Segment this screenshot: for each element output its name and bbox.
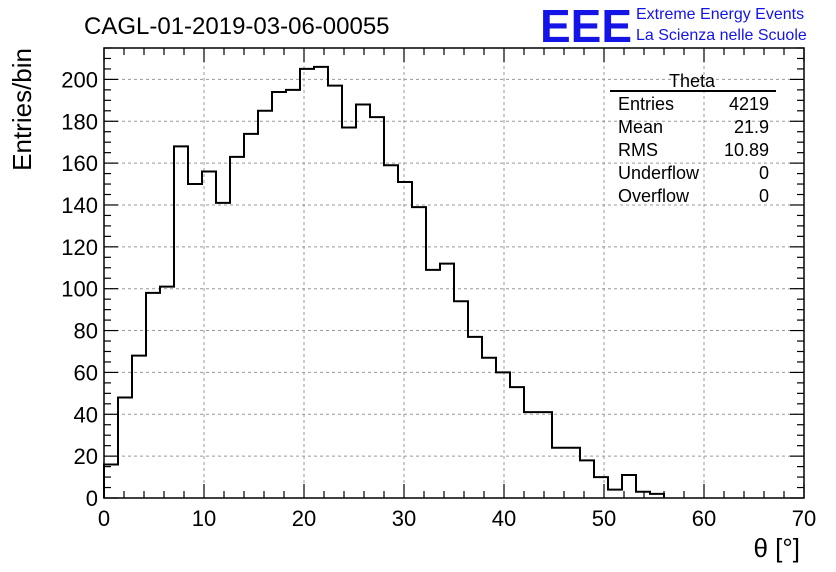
x-tick-label: 30 — [392, 506, 416, 531]
stats-row-label: Mean — [618, 117, 663, 137]
y-tick-label: 140 — [61, 193, 98, 218]
y-axis-title: Entries/bin — [7, 48, 37, 171]
y-tick-label: 80 — [74, 319, 98, 344]
x-tick-labels: 0 10 20 30 40 50 60 70 — [98, 506, 816, 531]
x-tick-label: 70 — [792, 506, 816, 531]
y-tick-label: 0 — [86, 486, 98, 511]
stats-row-value: 21.9 — [734, 117, 769, 137]
eee-logo: EEE Extreme Energy Events La Scienza nel… — [540, 0, 807, 52]
x-tick-label: 20 — [292, 506, 316, 531]
logo-line1: Extreme Energy Events — [636, 6, 804, 23]
stats-row-label: RMS — [618, 140, 658, 160]
y-tick-label: 160 — [61, 151, 98, 176]
plot-frame — [103, 47, 805, 499]
stats-row-value: 10.89 — [724, 140, 769, 160]
y-tick-label: 180 — [61, 109, 98, 134]
y-tick-label: 40 — [74, 402, 98, 427]
x-tick-label: 0 — [98, 506, 110, 531]
stats-box: Theta Entries 4219 Mean 21.9 RMS 10.89 Underfl… — [610, 71, 776, 206]
x-axis-title: θ [°] — [753, 533, 800, 563]
y-tick-label: 60 — [74, 360, 98, 385]
y-tick-labels: 0 20 40 60 80 100 120 140 160 180 200 — [61, 67, 98, 511]
logo-mark: EEE — [540, 0, 632, 52]
y-tick-label: 100 — [61, 277, 98, 302]
stats-row-value: 0 — [759, 186, 769, 206]
stats-row-label: Overflow — [618, 186, 690, 206]
stats-row-value: 0 — [759, 163, 769, 183]
y-tick-label: 200 — [61, 67, 98, 92]
x-tick-label: 50 — [592, 506, 616, 531]
grid-lines — [104, 48, 804, 498]
logo-line2: La Scienza nelle Scuole — [636, 27, 807, 44]
x-tick-label: 40 — [492, 506, 516, 531]
stats-row-label: Underflow — [618, 163, 700, 183]
histogram-outline — [103, 65, 665, 498]
x-tick-label: 60 — [692, 506, 716, 531]
chart-title: CAGL-01-2019-03-06-00055 — [84, 13, 390, 40]
stats-title: Theta — [669, 71, 716, 91]
x-tick-label: 10 — [192, 506, 216, 531]
stats-row-label: Entries — [618, 94, 674, 114]
stats-row-value: 4219 — [729, 94, 769, 114]
y-tick-label: 20 — [74, 444, 98, 469]
axis-ticks — [103, 47, 805, 499]
y-tick-label: 120 — [61, 235, 98, 260]
